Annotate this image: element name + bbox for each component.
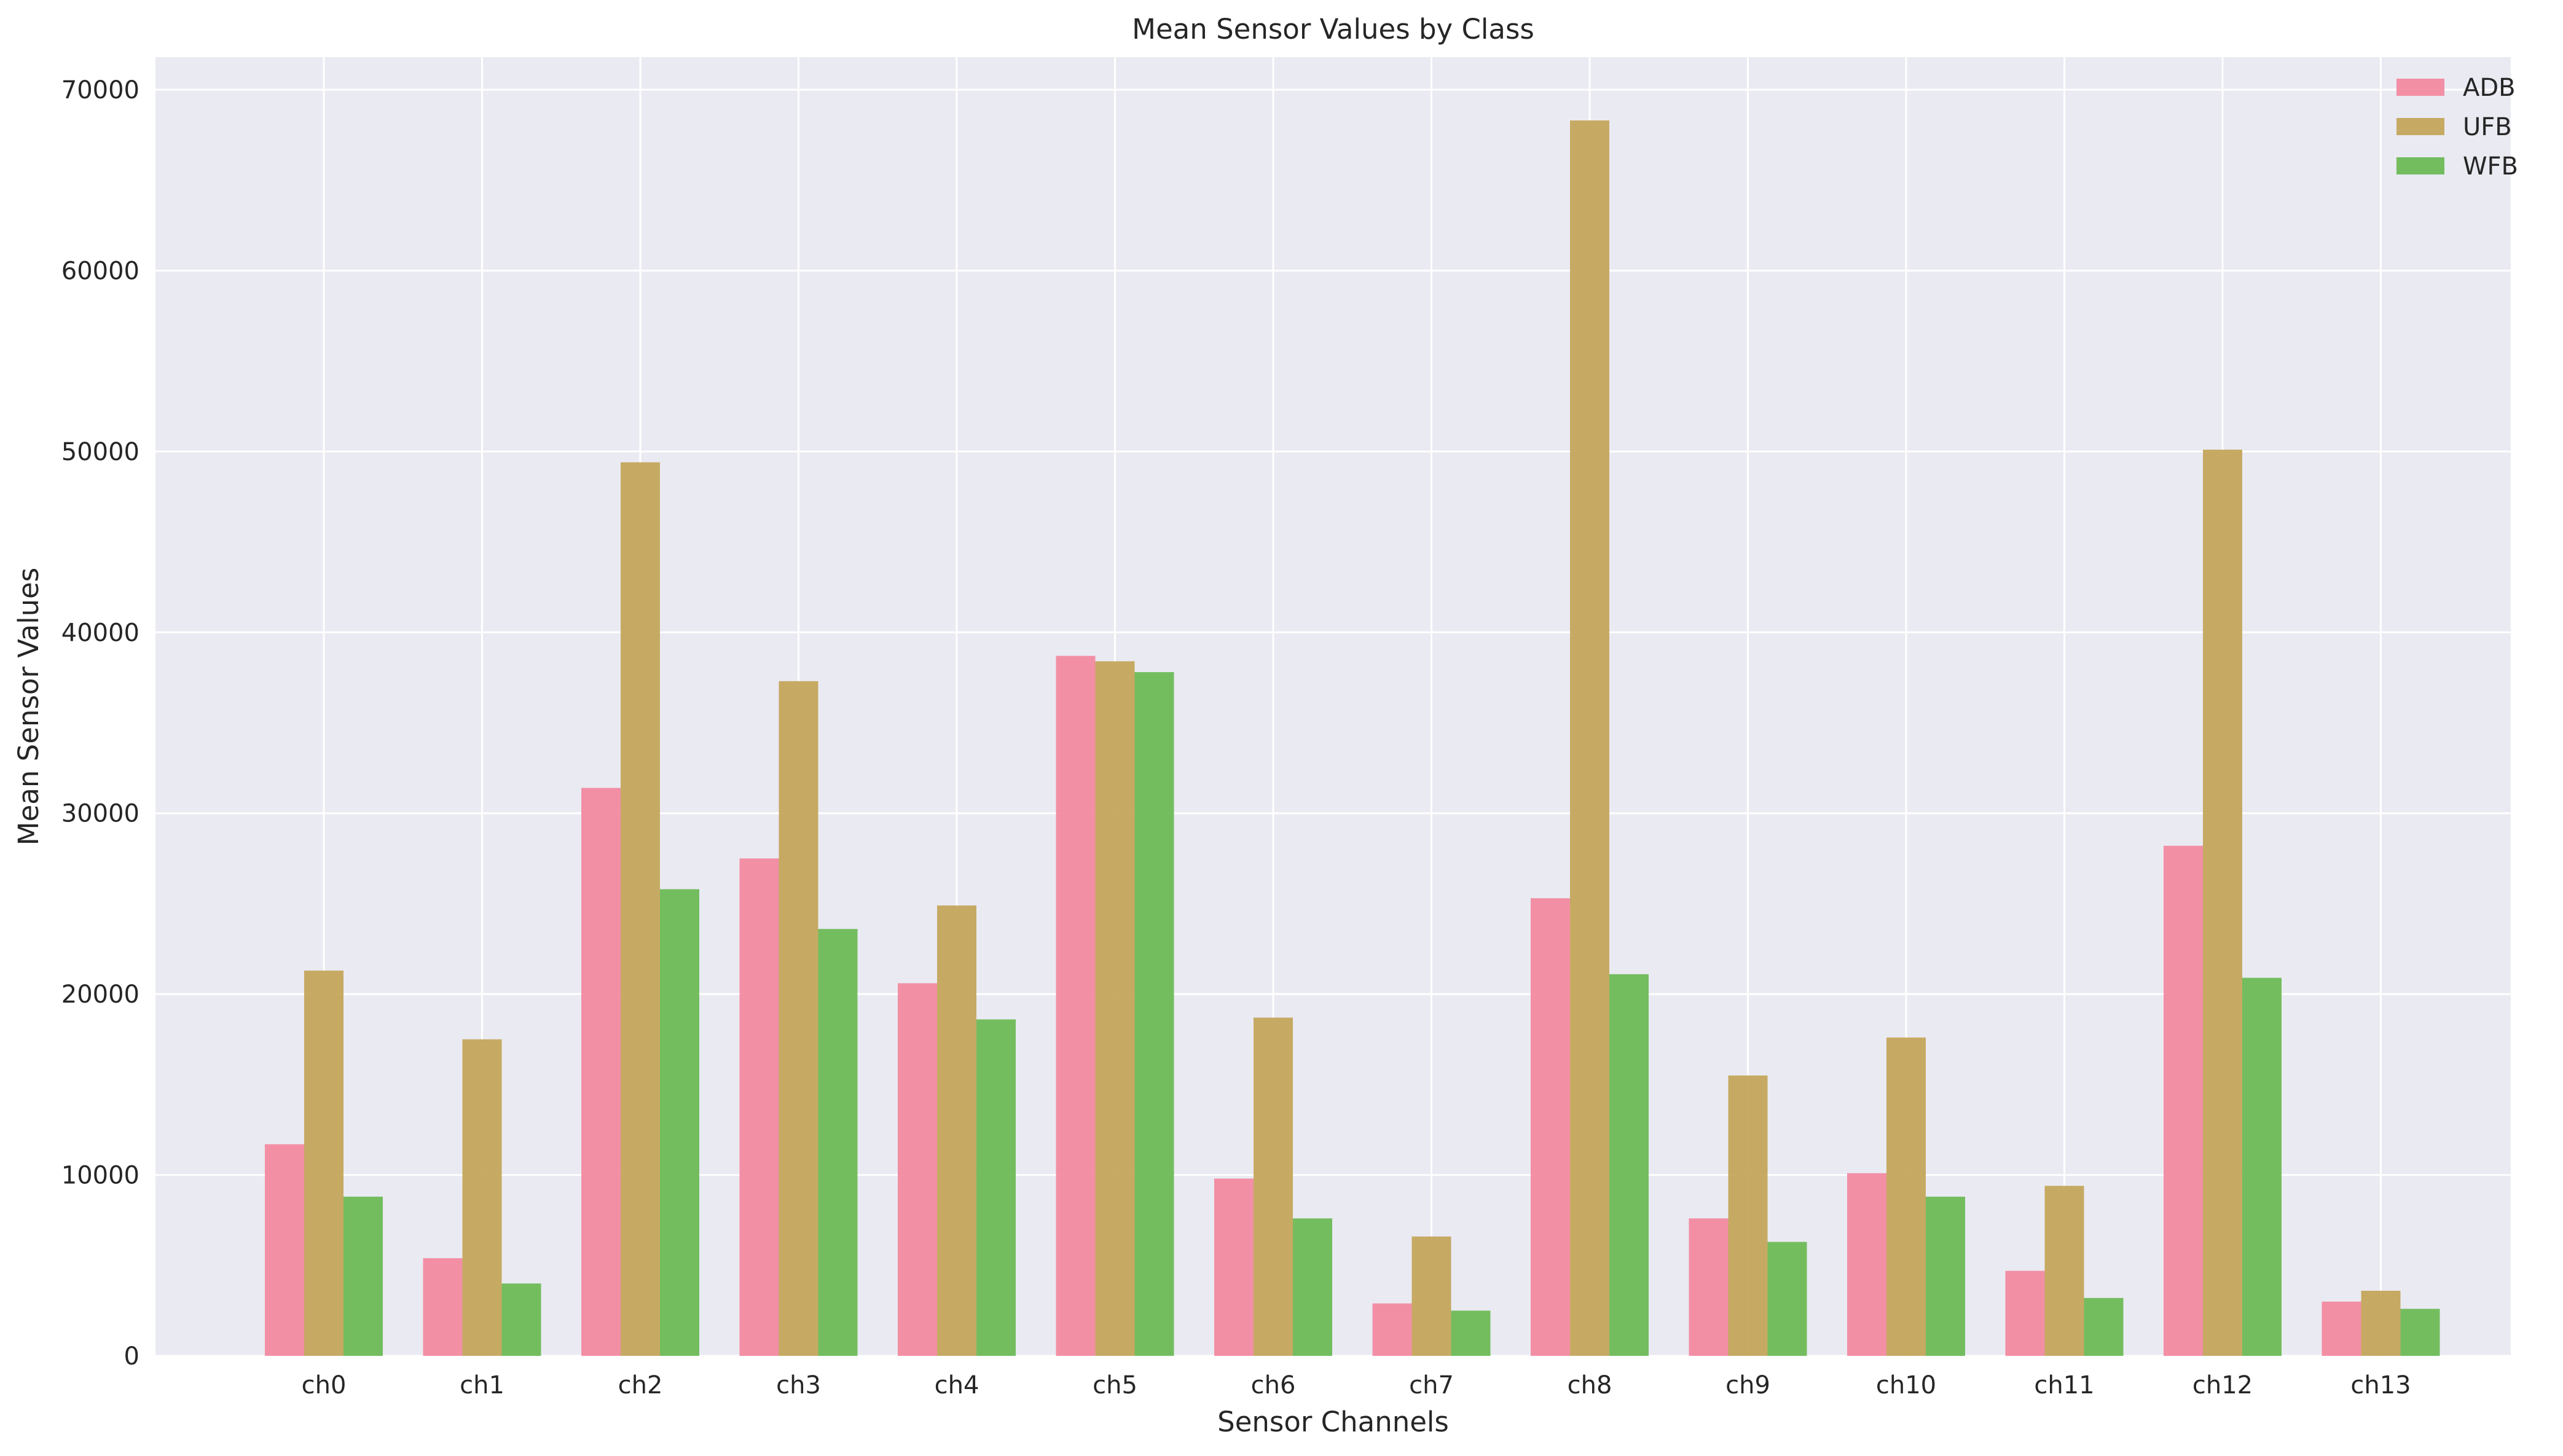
bar-adb-ch3	[739, 858, 779, 1356]
bar-adb-ch7	[1372, 1303, 1412, 1356]
x-tick-label: ch7	[1409, 1371, 1454, 1399]
x-tick-label: ch9	[1725, 1371, 1770, 1399]
bar-wfb-ch11	[2084, 1297, 2124, 1356]
bar-wfb-ch0	[343, 1196, 383, 1356]
bar-wfb-ch8	[1609, 974, 1649, 1356]
x-tick-label: ch12	[2192, 1371, 2253, 1399]
bar-ufb-ch1	[462, 1039, 502, 1356]
legend-swatch-wfb	[2396, 157, 2444, 174]
bar-ufb-ch2	[621, 462, 660, 1356]
x-tick-label: ch1	[460, 1371, 504, 1399]
bar-adb-ch4	[898, 983, 937, 1356]
bar-ufb-ch11	[2044, 1186, 2084, 1356]
x-tick-label: ch2	[618, 1371, 663, 1399]
y-axis-label: Mean Sensor Values	[12, 568, 45, 845]
x-tick-label: ch8	[1568, 1371, 1612, 1399]
y-tick-label: 60000	[61, 257, 139, 285]
bar-adb-ch6	[1214, 1178, 1254, 1356]
bar-wfb-ch1	[501, 1283, 541, 1356]
chart-title: Mean Sensor Values by Class	[1132, 13, 1534, 45]
x-tick-label: ch13	[2350, 1371, 2411, 1399]
x-tick-label: ch6	[1251, 1371, 1296, 1399]
bar-wfb-ch6	[1293, 1218, 1332, 1356]
legend-label-adb: ADB	[2463, 74, 2516, 102]
bar-adb-ch0	[265, 1144, 304, 1356]
x-axis-label: Sensor Channels	[1217, 1406, 1449, 1438]
bar-wfb-ch10	[1926, 1196, 1965, 1356]
x-tick-label: ch11	[2034, 1371, 2094, 1399]
bar-adb-ch12	[2164, 845, 2203, 1356]
bar-ufb-ch10	[1886, 1037, 1926, 1356]
bar-adb-ch13	[2322, 1301, 2361, 1356]
bar-wfb-ch5	[1134, 672, 1174, 1356]
bar-ufb-ch8	[1570, 120, 1609, 1356]
plot-area	[155, 57, 2511, 1356]
bar-adb-ch2	[581, 788, 621, 1356]
x-tick-label: ch10	[1876, 1371, 1936, 1399]
y-tick-label: 0	[124, 1342, 139, 1371]
bar-adb-ch8	[1531, 898, 1570, 1356]
bar-adb-ch11	[2005, 1270, 2045, 1356]
y-tick-label: 30000	[61, 800, 139, 828]
bar-adb-ch10	[1847, 1173, 1886, 1356]
bar-adb-ch9	[1689, 1218, 1729, 1356]
legend-label-wfb: WFB	[2463, 152, 2518, 181]
x-tick-label: ch4	[935, 1371, 979, 1399]
bar-ufb-ch0	[304, 970, 343, 1356]
bar-ufb-ch3	[779, 681, 818, 1356]
y-tick-label: 40000	[61, 619, 139, 647]
y-tick-labels: 0 10000 20000 30000 40000 50000 60000 70000	[61, 76, 139, 1371]
bar-wfb-ch9	[1767, 1242, 1807, 1356]
bar-ufb-ch9	[1728, 1075, 1768, 1356]
bar-wfb-ch12	[2242, 977, 2282, 1356]
bar-adb-ch1	[423, 1258, 463, 1356]
y-tick-label: 10000	[61, 1162, 139, 1190]
bar-adb-ch5	[1056, 656, 1096, 1356]
x-tick-label: ch5	[1093, 1371, 1137, 1399]
x-tick-label: ch0	[302, 1371, 347, 1399]
y-tick-label: 50000	[61, 438, 139, 466]
legend-label-ufb: UFB	[2463, 113, 2512, 141]
bars	[265, 120, 2440, 1356]
y-tick-label: 70000	[61, 76, 139, 104]
x-tick-labels: ch0 ch1 ch2 ch3 ch4 ch5 ch6 ch7 ch8 ch9 ch10 ch11 ch…	[302, 1371, 2411, 1399]
legend-swatch-ufb	[2396, 118, 2444, 135]
bar-ufb-ch4	[937, 905, 976, 1356]
bar-wfb-ch2	[660, 889, 699, 1356]
legend-swatch-adb	[2396, 79, 2444, 96]
bar-wfb-ch4	[976, 1019, 1016, 1356]
bar-wfb-ch3	[818, 929, 858, 1356]
bar-wfb-ch13	[2400, 1309, 2440, 1356]
x-tick-label: ch3	[776, 1371, 821, 1399]
legend: ADB UFB WFB	[2396, 74, 2518, 181]
bar-ufb-ch13	[2361, 1291, 2401, 1356]
bar-ufb-ch7	[1411, 1236, 1451, 1356]
y-tick-label: 20000	[61, 980, 139, 1009]
bar-ufb-ch5	[1095, 661, 1135, 1356]
bar-ufb-ch6	[1254, 1017, 1293, 1356]
bar-wfb-ch7	[1451, 1310, 1491, 1356]
bar-ufb-ch12	[2203, 449, 2242, 1356]
